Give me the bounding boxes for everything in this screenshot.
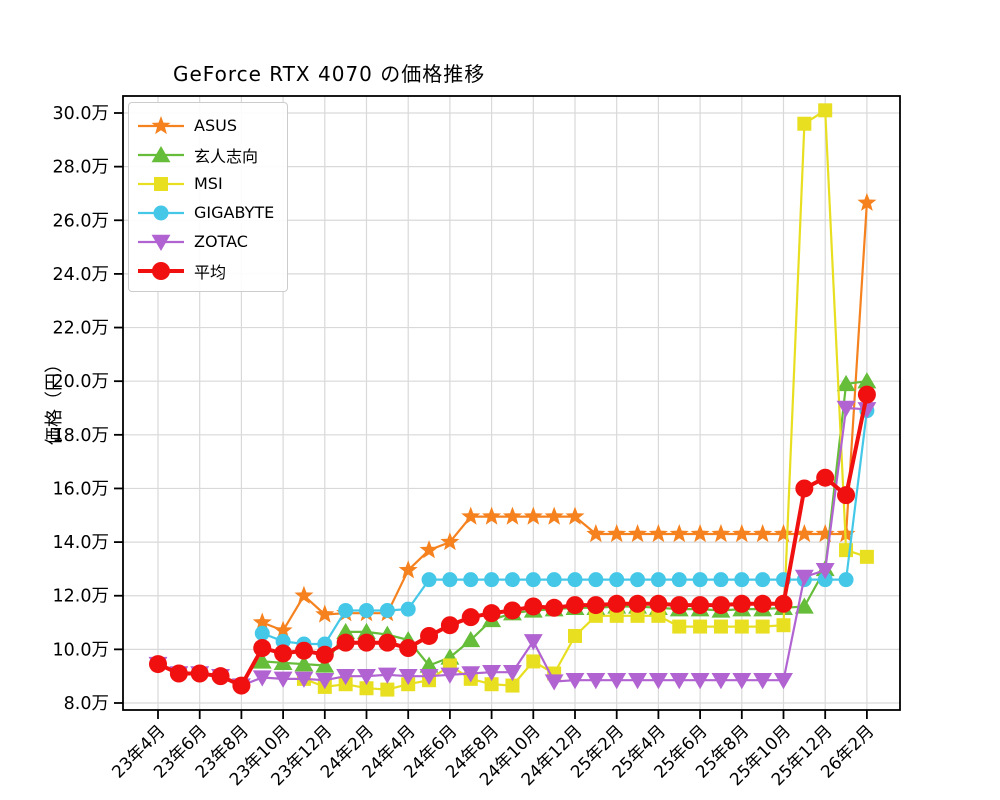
y-tick-label: 8.0万 [64,694,109,714]
legend-item-msi: MSI [137,169,277,198]
legend-label: ASUS [194,116,237,135]
legend-swatch-circle-icon [138,205,184,220]
legend-item-kurouto-shikou: 玄人志向 [137,140,277,169]
y-tick-label: 10.0万 [53,640,109,660]
legend-swatch-triangle-up-icon [138,145,184,162]
series-asus [252,192,877,639]
legend-item-heikin: 平均 [137,256,277,285]
y-tick-label: 18.0万 [53,426,109,446]
series-gigabyte [254,403,875,652]
legend-label: 玄人志向 [194,146,259,166]
y-tick-label: 12.0万 [53,587,109,607]
y-tick-label: 22.0万 [53,319,109,339]
y-tick-label: 14.0万 [53,533,109,553]
y-tick-label: 28.0万 [53,158,109,178]
legend-swatch-triangle-down-icon [138,234,184,251]
legend-item-asus: ASUS [137,111,277,140]
chart-title: GeForce RTX 4070 の価格推移 [173,62,486,86]
axes-frame [122,95,901,711]
legend-swatch-circle-icon [138,261,184,280]
legend-label: MSI [194,174,223,193]
y-tick-label: 20.0万 [53,372,109,392]
x-axis: 23年4月23年6月23年8月23年10月23年12月24年2月24年4月24年… [108,710,878,790]
legend-label: 平均 [194,262,227,282]
legend-label: GIGABYTE [194,203,275,222]
legend: ASUS 玄人志向 MSI GIGABYTE ZOTAC 平均 [128,102,288,292]
y-tick-label: 30.0万 [53,104,109,124]
y-tick-label: 26.0万 [53,211,109,231]
legend-swatch-star-icon [138,115,184,134]
legend-label: ZOTAC [194,232,248,251]
y-tick-label: 16.0万 [53,479,109,499]
legend-item-zotac: ZOTAC [137,227,277,256]
y-axis: 8.0万 10.0万 12.0万 14.0万 16.0万 18.0万 20.0万 22.0万 2… [53,104,123,714]
legend-item-gigabyte: GIGABYTE [137,198,277,227]
legend-swatch-square-icon [138,176,184,191]
y-tick-label: 24.0万 [53,265,109,285]
series-heikin [149,385,876,695]
series-msi [296,103,874,697]
